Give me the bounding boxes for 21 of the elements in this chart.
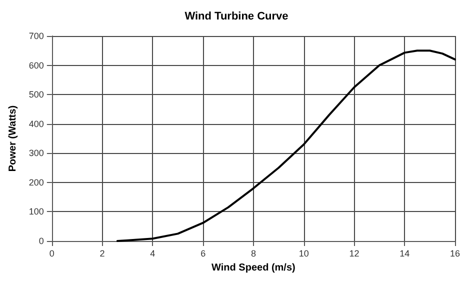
line-series [116, 50, 456, 242]
x-tick-label: 4 [150, 248, 156, 258]
y-tick-label: 100 [28, 206, 44, 217]
x-tick-label: 6 [200, 248, 206, 258]
y-tick-label: 700 [28, 31, 44, 41]
y-tick-label: 300 [28, 148, 44, 158]
x-tick-label: 10 [298, 248, 309, 258]
x-tick-label: 16 [450, 248, 460, 258]
x-tick-label: 0 [49, 248, 54, 258]
x-tick-label: 8 [250, 248, 256, 258]
x-axis-title: Wind Speed (m/s) [212, 262, 296, 274]
y-tick-label: 600 [28, 60, 44, 70]
y-tick-label: 200 [28, 177, 44, 188]
y-axis-title: Power (Watts) [8, 105, 18, 172]
y-tick-label: 500 [28, 90, 44, 100]
x-tick-label: 14 [400, 248, 410, 258]
y-tick-label: 400 [28, 118, 44, 129]
x-tick-label: 12 [349, 248, 360, 258]
chart-title: Wind Turbine Curve [184, 10, 288, 22]
y-tick-label: 0 [38, 236, 44, 246]
x-tick-label: 2 [100, 248, 105, 258]
